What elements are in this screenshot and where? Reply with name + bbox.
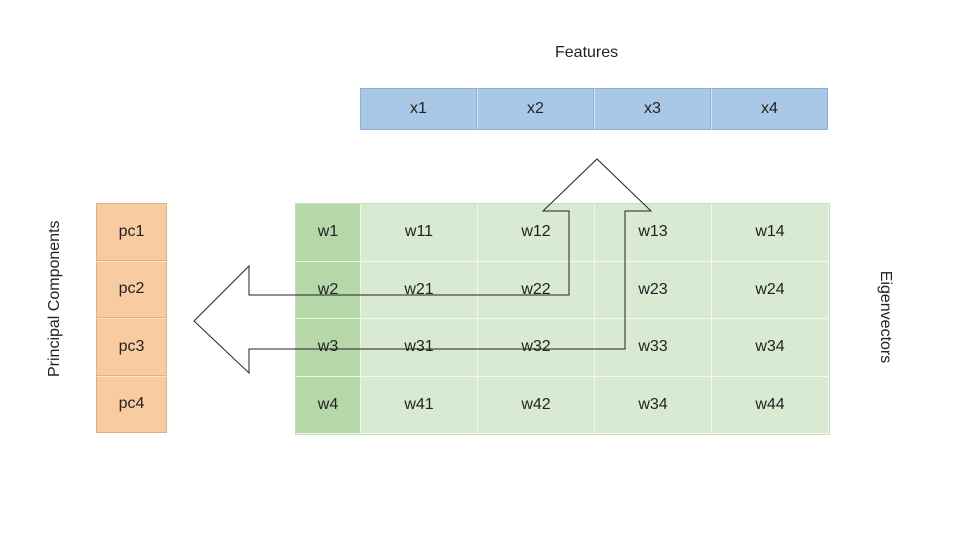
matrix-cell: w32 [478,319,595,377]
weight-vector-cell: w2 [296,261,361,319]
matrix-cell: w21 [361,261,478,319]
matrix-cell: w23 [595,261,712,319]
weight-vector-cell: w4 [296,376,361,434]
weight-vector-cell: w1 [296,204,361,262]
matrix-cell: w11 [361,204,478,262]
matrix-cell: w14 [712,204,829,262]
pc-cell: pc1 [96,203,167,261]
matrix-cell: w44 [712,376,829,434]
matrix-cell: w34 [712,319,829,377]
matrix-cell: w42 [478,376,595,434]
pc-cell: pc2 [96,260,167,318]
matrix-cell: w31 [361,319,478,377]
feature-cell: x2 [477,88,594,130]
matrix-cell: w41 [361,376,478,434]
features-row: x1 x2 x3 x4 [360,88,828,130]
matrix-cell: w33 [595,319,712,377]
weight-vector-cell: w3 [296,319,361,377]
principal-components-column: pc1 pc2 pc3 pc4 [96,203,167,433]
matrix-cell: w12 [478,204,595,262]
matrix-cell: w22 [478,261,595,319]
feature-cell: x3 [594,88,711,130]
matrix-cell: w34 [595,376,712,434]
eigenvector-matrix: w1 w11 w12 w13 w14 w2 w21 w22 w23 w24 w3… [295,203,830,435]
features-title: Features [555,44,619,61]
pc-cell: pc3 [96,318,167,376]
feature-cell: x4 [711,88,828,130]
matrix-cell: w13 [595,204,712,262]
eigenvectors-label: Eigenvectors [877,270,894,364]
pc-cell: pc4 [96,375,167,433]
matrix-cell: w24 [712,261,829,319]
feature-cell: x1 [360,88,477,130]
principal-components-label: Principal Components [46,220,63,377]
